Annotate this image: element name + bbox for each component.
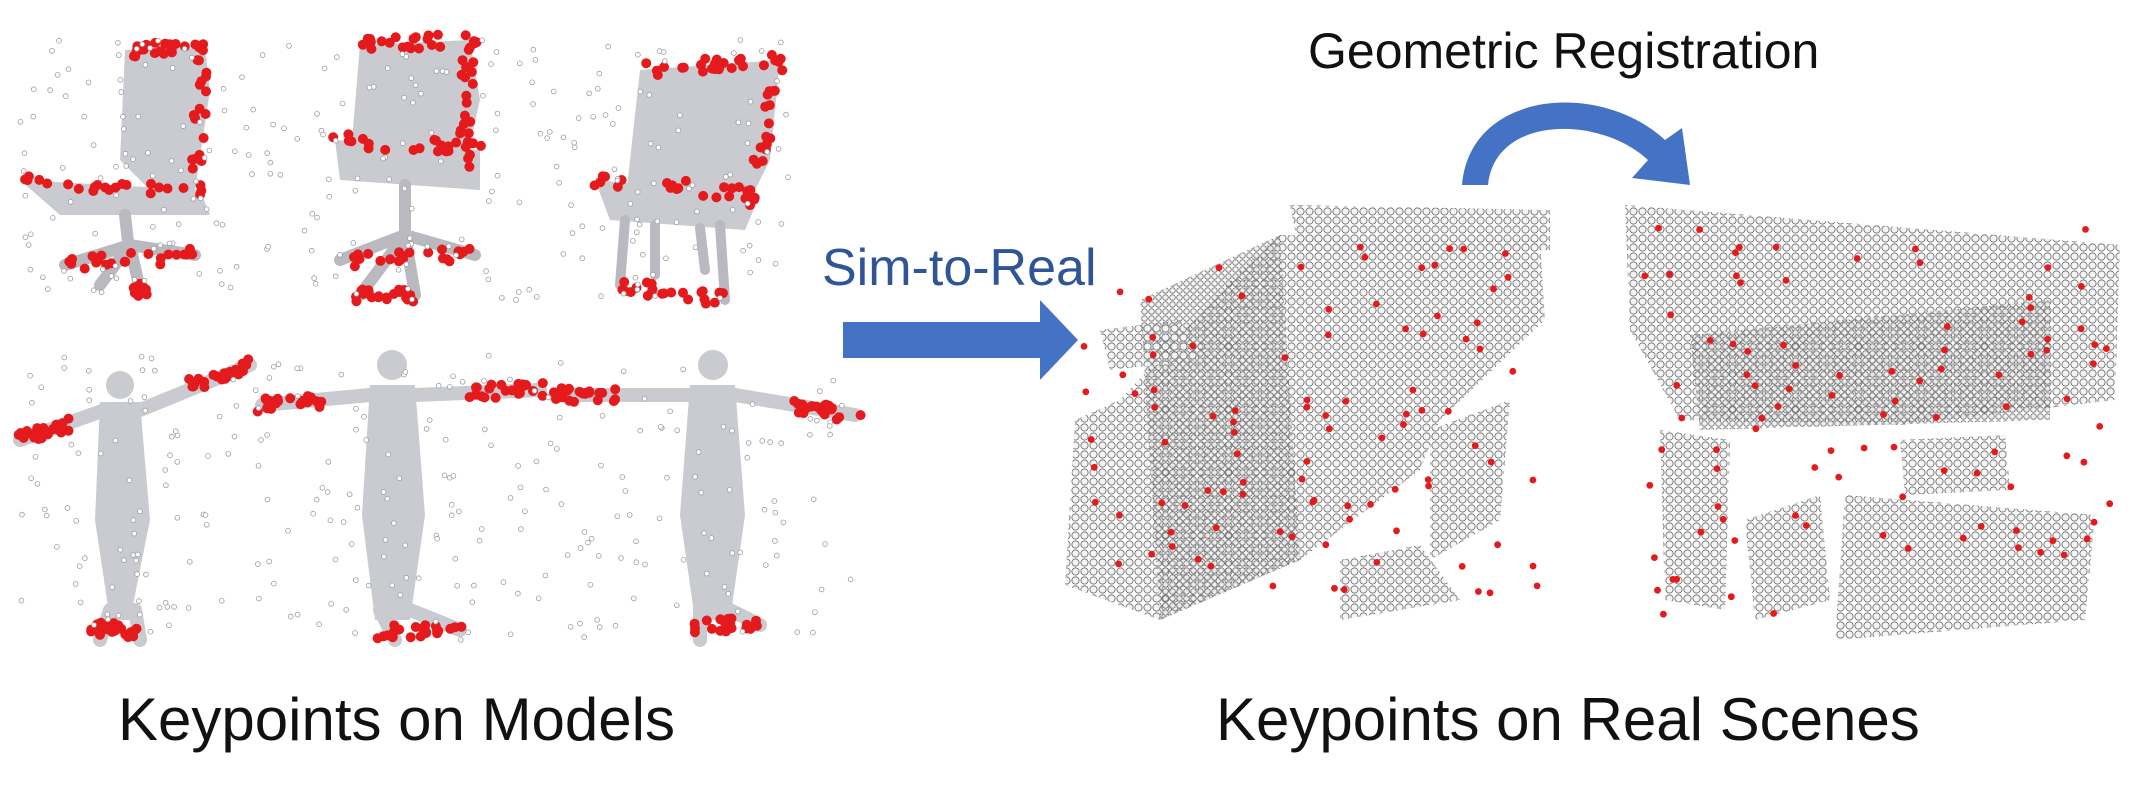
registration-arrow [1462,102,1690,185]
human-model-1 [13,358,257,647]
real-scene-2 [1625,205,2120,640]
real-scene-1 [1065,205,1550,620]
right-caption: Keypoints on Real Scenes [1216,686,1920,753]
registration-label: Geometric Registration [1308,23,1820,79]
left-caption: Keypoints on Models [118,686,675,753]
sim-to-real-arrow [843,300,1078,380]
keypoint-markers [13,29,2114,644]
sim-to-real-label: Sim-to-Real [822,239,1097,297]
